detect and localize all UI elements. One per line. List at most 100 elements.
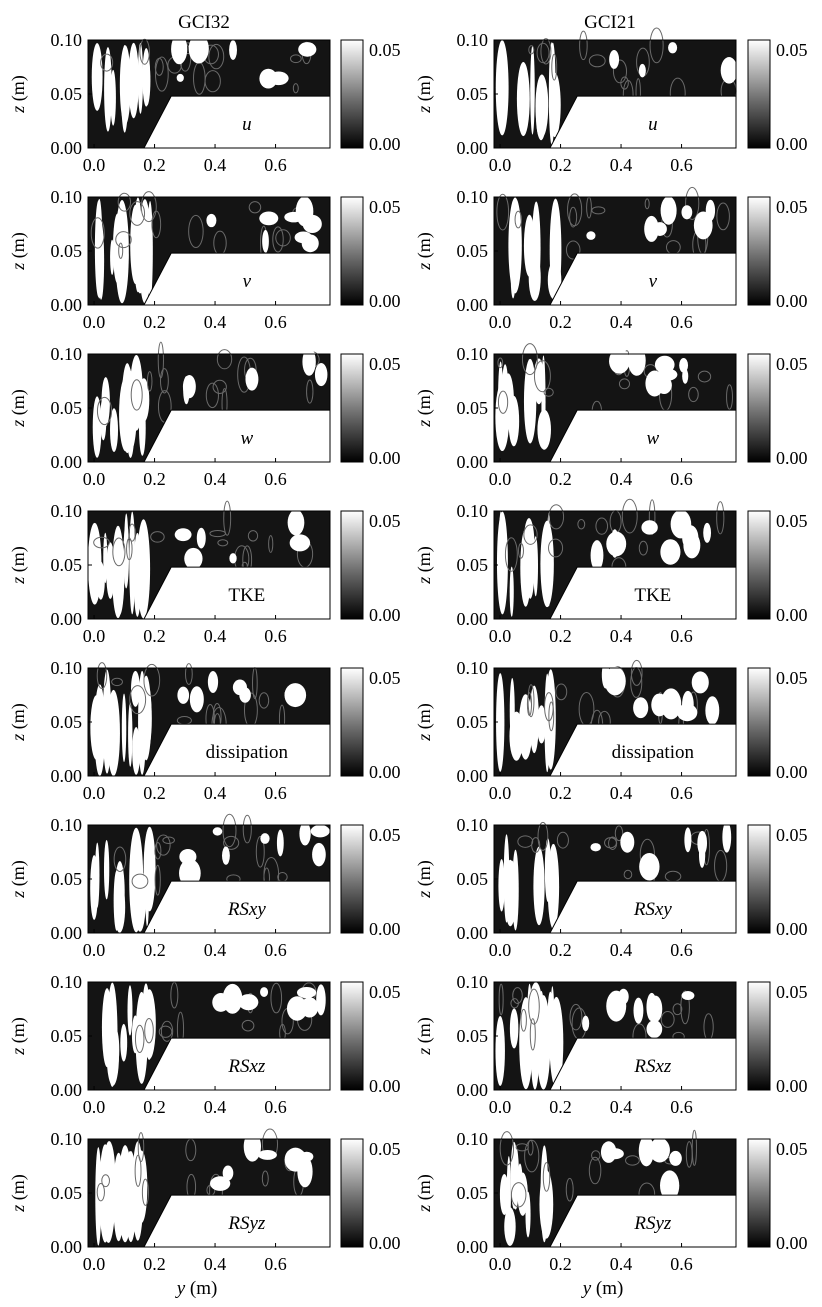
- y-tick-label: 0.00: [457, 609, 489, 629]
- contour-panel-gci21-u: u 0.00 0.05 0.10 z (m) 0.0 0.2 0.4 0.6 0.05 0.00: [414, 27, 808, 175]
- contour-blob: [179, 848, 197, 865]
- contour-blob: [132, 727, 141, 775]
- colorbar-max-label: 0.05: [776, 825, 808, 845]
- contour-blob: [110, 69, 116, 126]
- contour-line: [612, 59, 628, 84]
- bed-geometry: [549, 252, 737, 306]
- contour-panel-gci21-rsxz: RSxz 0.00 0.05 0.10 z (m) 0.0 0.2 0.4 0.6 0.05 0.0…: [414, 972, 808, 1117]
- bed-geometry: [549, 409, 737, 463]
- y-tick-label: 0.10: [457, 501, 489, 521]
- x-axis-title-right: y (m): [581, 1278, 624, 1299]
- contour-blob: [520, 528, 532, 607]
- x-tick-label: 0.0: [83, 469, 106, 489]
- y-tick-label: 0.05: [457, 398, 489, 418]
- y-tick-label: 0.05: [457, 555, 489, 575]
- contour-blob: [627, 345, 646, 376]
- contour-line: [141, 1178, 149, 1206]
- contour-blob: [586, 231, 596, 240]
- y-axis-var: z: [414, 106, 434, 114]
- y-tick-label: 0.00: [457, 452, 489, 472]
- y-tick-label: 0.10: [457, 972, 489, 992]
- contour-blob: [495, 1015, 505, 1086]
- contour-blob: [540, 1145, 549, 1243]
- x-tick-label: 0.6: [670, 155, 693, 175]
- contour-blob: [295, 196, 314, 227]
- contour-line: [497, 357, 504, 369]
- contour-blob: [546, 512, 552, 607]
- x-tick-label: 0.4: [610, 783, 633, 803]
- y-tick-label: 0.00: [51, 1080, 83, 1100]
- colorbar-max-label: 0.05: [776, 40, 808, 60]
- contour-blob: [504, 1207, 516, 1246]
- contour-line: [520, 1008, 527, 1032]
- contour-blob: [509, 711, 524, 761]
- contour-line: [134, 1154, 142, 1187]
- contour-line: [524, 1139, 540, 1173]
- contour-blob: [697, 830, 708, 856]
- contour-panel-gci21-tke: TKE 0.00 0.05 0.10 z (m) 0.0 0.2 0.4 0.6 0.05 0.00: [414, 498, 808, 646]
- contour-blob: [128, 702, 133, 767]
- x-tick-label: 0.2: [143, 940, 166, 960]
- column-title-gci32: GCI32: [178, 12, 230, 33]
- contour-blob: [312, 842, 326, 867]
- contour-line: [290, 54, 302, 64]
- contour-panel-gci21-dissipation: dissipation 0.00 0.05 0.10 z (m) 0.0 0.2 0.4 0.6…: [414, 658, 808, 803]
- bed-geometry: [143, 252, 331, 306]
- x-tick-label: 0.0: [489, 155, 512, 175]
- contour-blob: [110, 408, 119, 453]
- x-tick-label: 0.6: [670, 312, 693, 332]
- contour-line: [154, 864, 161, 896]
- y-tick-label: 0.00: [457, 1080, 489, 1100]
- variable-label: TKE: [634, 585, 671, 606]
- contour-blob: [284, 687, 305, 699]
- contour-blob: [289, 534, 311, 552]
- x-tick-label: 0.2: [549, 940, 572, 960]
- x-tick-label: 0.6: [264, 1254, 287, 1274]
- contour-line: [521, 343, 538, 376]
- contour-panel-gci32-w: w 0.00 0.05 0.10 z (m) 0.0 0.2 0.4 0.6 0.05 0.00: [8, 341, 401, 489]
- contour-blob: [682, 690, 694, 719]
- colorbar: [340, 667, 364, 777]
- contour-blob: [287, 509, 305, 536]
- contour-line: [621, 498, 638, 534]
- contour-blob: [114, 861, 125, 924]
- contour-line: [567, 193, 583, 227]
- contour-blob: [703, 522, 712, 543]
- contour-line: [542, 1162, 551, 1192]
- contour-line: [184, 663, 193, 685]
- contour-blob: [516, 61, 530, 137]
- contour-line: [255, 835, 265, 868]
- contour-blob: [590, 540, 604, 571]
- contour-blob: [96, 561, 105, 600]
- contour-line: [154, 842, 162, 860]
- colorbar: [340, 510, 364, 620]
- contour-blob: [535, 74, 549, 138]
- y-axis-title: z (m): [414, 703, 435, 742]
- contour-blob: [668, 42, 678, 54]
- contour-line: [523, 524, 538, 545]
- contour-blob: [189, 686, 204, 713]
- colorbar-max-label: 0.05: [369, 40, 401, 60]
- contour-blob: [537, 409, 551, 450]
- contour-blob: [722, 821, 732, 853]
- contour-blob: [176, 73, 184, 82]
- contour-line: [139, 38, 150, 65]
- contour-line: [144, 1018, 154, 1044]
- x-tick-label: 0.4: [204, 1254, 227, 1274]
- x-tick-label: 0.0: [83, 155, 106, 175]
- colorbar-min-label: 0.00: [776, 605, 808, 625]
- contour-blob: [682, 525, 699, 551]
- y-tick-label: 0.00: [51, 923, 83, 943]
- y-tick-label: 0.05: [51, 1183, 83, 1203]
- y-tick-label: 0.00: [457, 295, 489, 315]
- contour-line: [223, 835, 240, 850]
- contour-line: [716, 202, 730, 231]
- contour-line: [270, 982, 283, 1014]
- colorbar: [340, 353, 364, 463]
- y-axis-title: z (m): [8, 1017, 29, 1056]
- contour-blob: [229, 40, 237, 60]
- contour-line: [162, 836, 175, 845]
- contour-blob: [133, 532, 142, 617]
- y-axis-title: z (m): [8, 546, 29, 585]
